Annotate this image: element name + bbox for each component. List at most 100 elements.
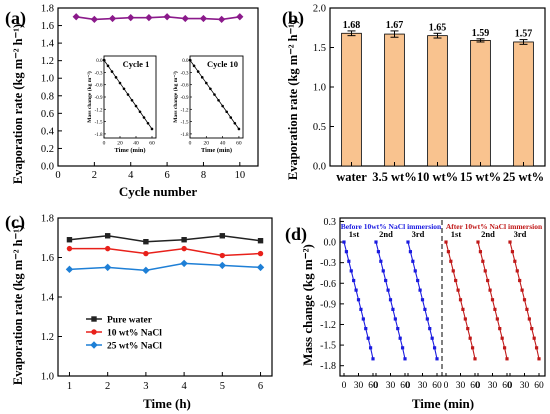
data-point-d — [488, 288, 492, 292]
data-point-d — [408, 250, 413, 254]
data-point-d — [420, 298, 425, 302]
run-label: 3rd — [412, 229, 425, 239]
inset-data-point — [221, 104, 224, 108]
data-point-d — [406, 240, 410, 244]
data-point-c — [104, 245, 111, 252]
data-point-a — [72, 13, 80, 21]
y-tick-label-a: 0.4 — [41, 126, 55, 137]
panel-label-c: (c) — [5, 212, 25, 233]
run-label: 3rd — [514, 229, 527, 239]
x-tick-label-d: 30 — [354, 381, 364, 391]
data-point-a — [218, 15, 226, 24]
data-point-d — [456, 288, 460, 292]
x-tick-label-d: 0 — [508, 381, 513, 391]
inset-y-label: Mass change (kg m⁻²) — [86, 71, 93, 123]
inset-data-point — [209, 87, 212, 91]
panel-c: (c) Evaporation rate (kg m⁻² h⁻¹) Time (… — [5, 212, 273, 411]
x-tick-label-a: 0 — [55, 170, 60, 181]
inset-x-tick-label: 60 — [236, 141, 242, 147]
inset-data-point — [146, 121, 150, 125]
data-point-d — [461, 307, 465, 311]
bar — [427, 35, 448, 167]
data-point-d — [532, 336, 536, 340]
bar — [470, 39, 491, 167]
data-point-c — [256, 263, 265, 272]
inset-y-tick-label: -1.8 — [95, 133, 103, 138]
x-tick-label-a: 10 — [235, 170, 246, 181]
data-point-a — [163, 13, 171, 21]
x-tick-label-b: water — [336, 170, 367, 184]
x-tick-label-c: 4 — [181, 381, 187, 392]
x-tick-label-d: 0 — [342, 381, 347, 391]
data-point-d — [368, 346, 373, 350]
inset-data-point — [114, 76, 118, 79]
inset-data-point — [225, 110, 228, 114]
y-axis-label-b: Evaporation rate (kg m⁻² h⁻¹) — [286, 20, 300, 180]
y-axis-label-c: Evaporation rate (kg m⁻² h⁻¹) — [11, 225, 25, 385]
data-label: 1.65 — [429, 22, 447, 33]
data-point-d — [374, 240, 378, 244]
legend-marker — [91, 316, 97, 322]
inset-y-tick-label: -0.9 — [95, 96, 103, 101]
inset-title: Cycle 10 — [207, 59, 238, 69]
data-point-d — [537, 357, 541, 361]
x-tick-label-c: 5 — [220, 381, 225, 392]
data-point-d — [525, 307, 529, 311]
x-tick-label-d: 60 — [400, 381, 410, 391]
panel-label-d: (d) — [285, 224, 307, 245]
data-point-d — [522, 298, 527, 302]
data-point-d — [476, 240, 480, 244]
y-tick-label-a: 1.0 — [41, 74, 54, 85]
data-point-d — [384, 278, 388, 283]
series-line-c — [69, 262, 261, 272]
data-point-a — [236, 13, 244, 21]
data-point-d — [446, 250, 451, 254]
y-tick-label-a: 0.2 — [41, 144, 54, 155]
plot-frame-c — [57, 217, 273, 377]
legend-label: 25 wt% NaCl — [107, 342, 162, 352]
inset-data-point — [237, 127, 241, 131]
x-tick-label-d: 30 — [386, 381, 396, 391]
data-point-d — [364, 327, 368, 331]
data-point-d — [413, 269, 417, 273]
inset-data-point — [122, 87, 126, 91]
x-tick-label-c: 2 — [105, 381, 110, 392]
plot-area-b: 0.0 0.5 1.0 1.5 2.0 1.68 water 1.67 3.5 wt% 1.65 1… — [313, 4, 546, 184]
data-point-d — [349, 269, 353, 273]
y-tick-label-d: -0.3 — [320, 258, 336, 269]
y-tick-label-b: 0.0 — [313, 162, 326, 173]
plot-area-d: 0.3 0.0 -0.3 -0.6 -0.9 -1.2 -1.5 -1.8 1st 0 30 60 2n… — [320, 217, 546, 391]
inset-y-tick-label: -1.2 — [95, 108, 103, 113]
data-point-d — [344, 250, 349, 254]
y-tick-label-d: 0.0 — [324, 238, 337, 249]
x-tick-label-b: 25 wt% — [503, 170, 544, 184]
inset-y-tick-label: -1.8 — [181, 133, 189, 138]
y-tick-label-d: -1.2 — [320, 320, 336, 331]
data-point-d — [513, 259, 517, 263]
data-point-c — [180, 259, 188, 268]
data-point-d — [386, 288, 390, 292]
data-point-d — [498, 327, 502, 331]
y-tick-label-a: 0.8 — [41, 91, 54, 102]
x-tick-label-c: 3 — [143, 381, 148, 392]
inset-x-label: Time (min) — [114, 147, 145, 154]
inset-data-point — [134, 104, 138, 108]
panel-d: (d) Mass change (kg m⁻²) Time (min) 0.30… — [285, 217, 546, 411]
data-point-c — [104, 233, 111, 239]
data-point-d — [473, 357, 477, 361]
inset-y-tick-label: 0.0 — [96, 59, 103, 64]
plot-frame-a — [57, 7, 259, 167]
inset-data-point — [138, 110, 142, 114]
panel-a: (a) Evaporation rate (kg m⁻² h⁻¹) Cycle … — [5, 4, 259, 199]
inset-x-tick-label: 40 — [133, 141, 139, 147]
inset-y-tick-label: -0.6 — [95, 84, 103, 89]
y-axis-label-a: Evaporation rate (kg m⁻² h⁻¹) — [11, 24, 25, 184]
data-point-c — [66, 245, 73, 252]
data-point-d — [530, 327, 534, 331]
inset-x-tick-label: 0 — [103, 141, 106, 147]
plot-area-c: 1 2 3 4 5 6 1.0 1.2 1.4 1.6 1.8 Pure water 10 wt% Na… — [41, 214, 273, 392]
x-tick-label-d: 0 — [406, 381, 411, 391]
y-tick-label-b: 1.5 — [313, 43, 326, 54]
inset-cycle1: 0 20 40 60 0.0 -0.3 -0.6 -0.9 -1.2 -1.5 -1.8 Cycle … — [86, 55, 157, 154]
